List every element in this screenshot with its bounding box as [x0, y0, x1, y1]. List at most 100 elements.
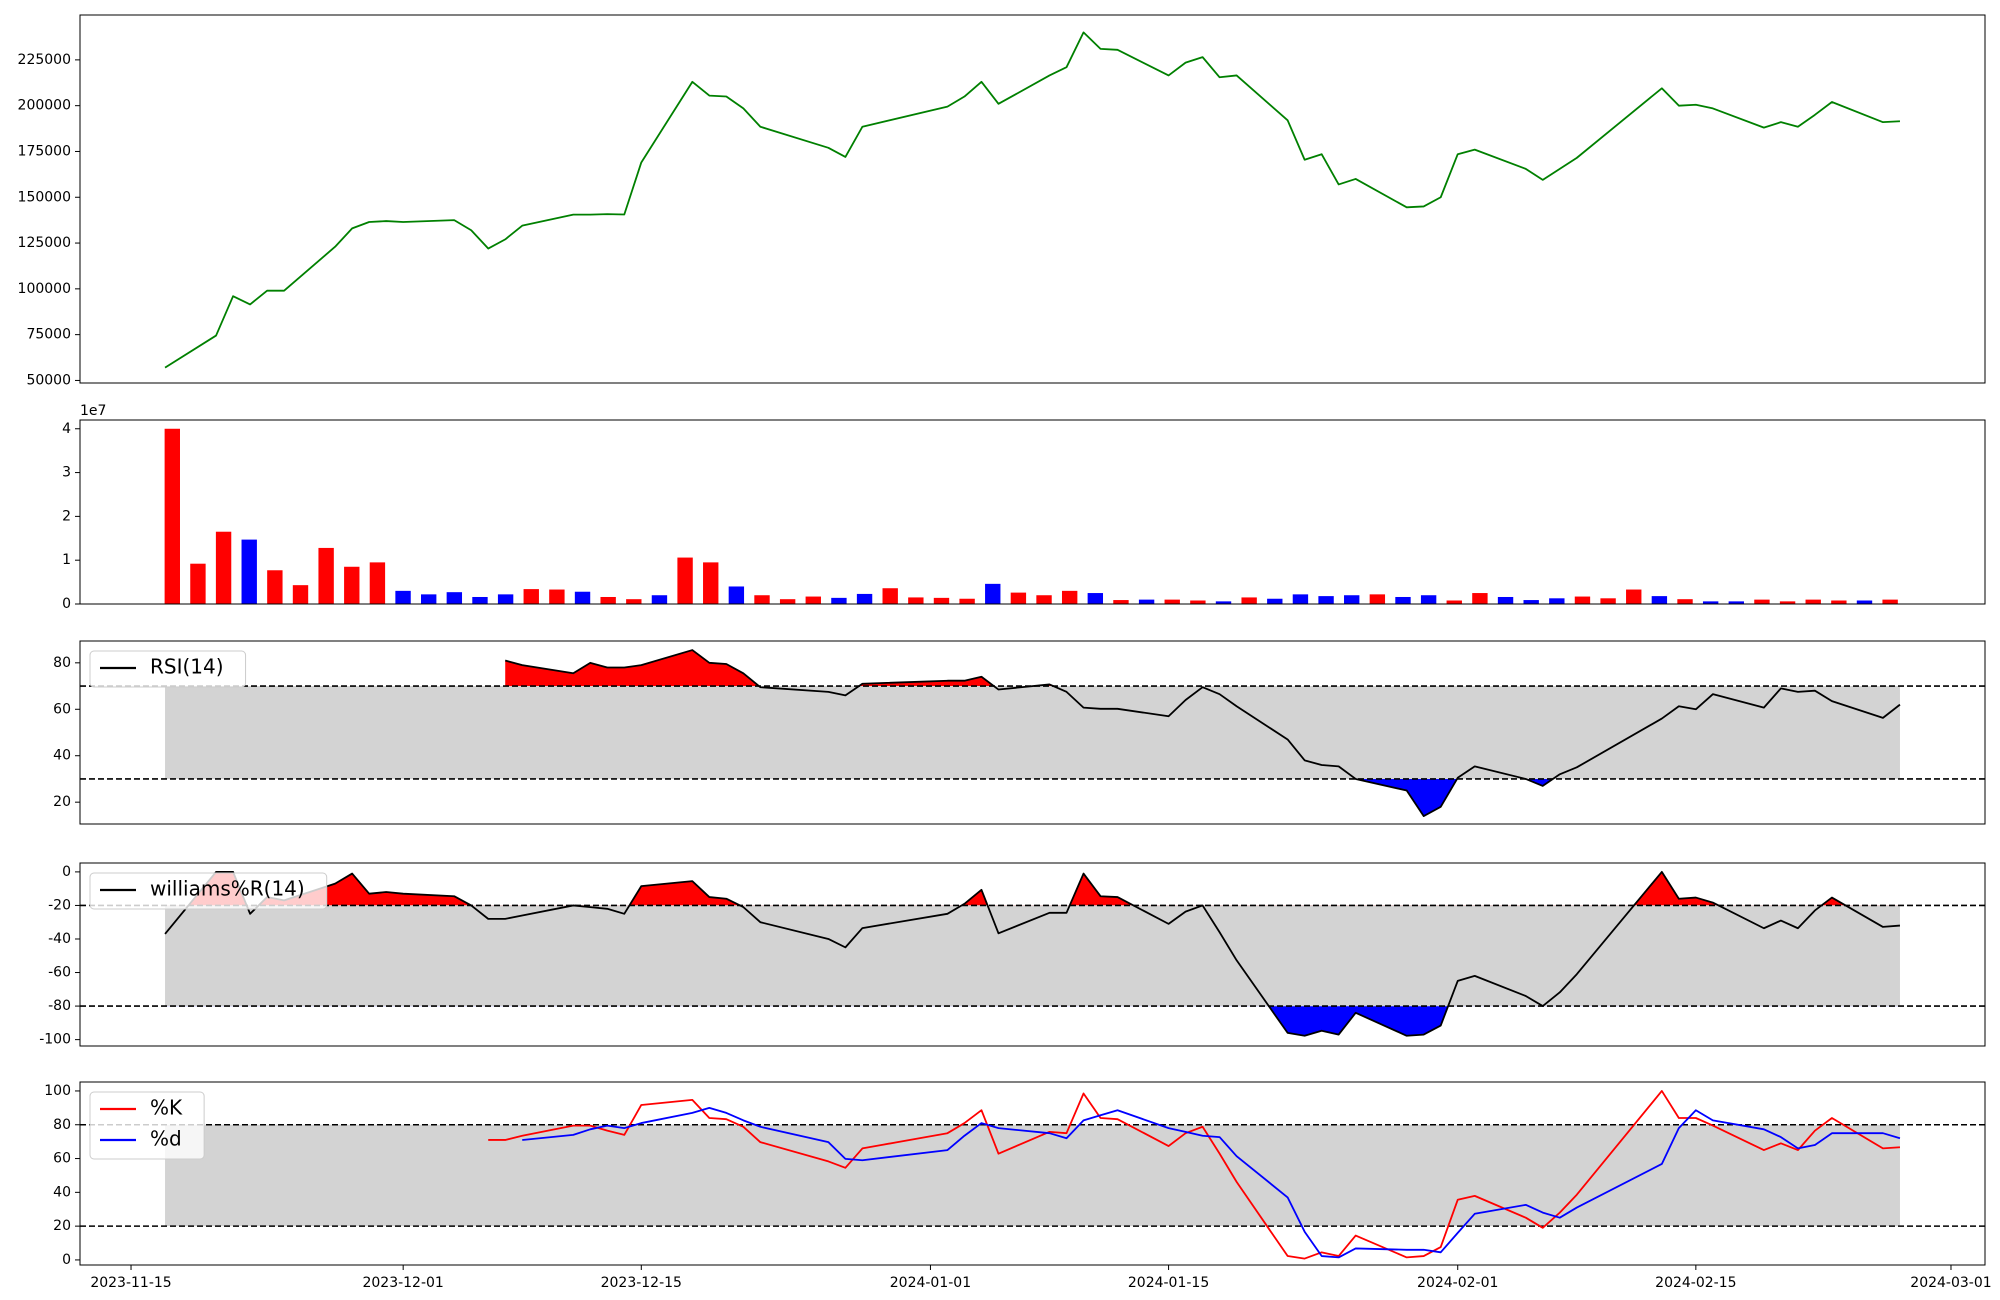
axes-frame: [79, 419, 1986, 605]
volume-bar: [728, 586, 745, 604]
volume-bar: [1010, 592, 1027, 604]
y-tick-label: 40: [53, 1184, 71, 1200]
volume-bar: [1138, 599, 1155, 604]
volume-bar: [985, 583, 1001, 604]
volume-bar: [1369, 594, 1386, 604]
y-tick-label: -100: [39, 1032, 71, 1048]
volume-bar: [344, 566, 360, 604]
y-tick-label: 40: [53, 748, 71, 764]
y-tick-label: -60: [48, 965, 71, 981]
series-line: [488, 1090, 1901, 1260]
volume-bar: [779, 599, 796, 604]
volume-bar: [856, 593, 873, 604]
series-line: [164, 31, 1901, 369]
y-tick-label: -20: [48, 897, 71, 913]
volume-bar: [1344, 595, 1360, 604]
volume-bar: [1164, 599, 1180, 604]
volume-bar: [1651, 596, 1668, 604]
y-tick-label: 2: [62, 508, 71, 524]
volume-bar: [1241, 597, 1257, 604]
offset-label: 1e7: [80, 403, 106, 419]
volume-bar: [472, 596, 488, 604]
volume-bar: [600, 596, 616, 604]
volume-bar: [1574, 596, 1591, 604]
volume-bar: [1626, 589, 1642, 604]
y-tick-label: 80: [53, 655, 71, 671]
volume-bar: [1856, 600, 1873, 604]
legend: RSI(14): [89, 650, 247, 688]
volume-bar: [190, 563, 206, 604]
volume-bar: [959, 598, 975, 604]
y-tick-label: 75000: [26, 327, 71, 343]
legend-label: %K: [150, 1096, 183, 1120]
axes-frame: [79, 640, 1986, 825]
volume-bar: [1395, 596, 1411, 604]
volume-bar: [677, 557, 693, 604]
legend: %K %d: [89, 1091, 205, 1160]
volume-bar: [882, 588, 898, 604]
y-tick-label: 0: [62, 596, 71, 612]
y-tick-label: 20: [53, 1218, 71, 1234]
y-tick-label: 100: [44, 1083, 71, 1099]
legend-label: RSI(14): [150, 655, 224, 679]
y-tick-label: 60: [53, 701, 71, 717]
volume-bar: [1446, 600, 1462, 604]
volume-bar: [1549, 598, 1565, 604]
volume-bar: [1036, 595, 1052, 604]
y-tick-label: 20: [53, 794, 71, 810]
x-tick-label: 2023-12-15: [601, 1275, 682, 1291]
volume-bar: [651, 595, 668, 604]
legend-label: williams%R(14): [150, 877, 305, 901]
series-line: [504, 649, 1901, 818]
volume-bar: [1600, 598, 1616, 604]
volume-bar: [523, 589, 539, 604]
volume-bar: [1113, 600, 1129, 604]
y-tick-label: -80: [48, 998, 71, 1014]
volume-bar: [446, 592, 463, 604]
volume-bar: [1831, 600, 1847, 604]
legend: williams%R(14): [89, 872, 328, 910]
volume-bar: [421, 594, 437, 604]
volume-bar: [369, 562, 386, 604]
x-tick-label: 2024-01-15: [1128, 1275, 1209, 1291]
volume-bar: [703, 562, 719, 604]
volume-bar: [1702, 601, 1719, 604]
x-tick-label: 2023-11-15: [90, 1275, 171, 1291]
y-tick-label: 175000: [18, 143, 71, 159]
y-tick-label: 0: [62, 864, 71, 880]
volume-bar: [754, 595, 770, 604]
volume-bar: [933, 597, 950, 604]
overbought-fill: [505, 650, 1900, 687]
volume-bar: [1523, 600, 1539, 604]
volume-bar: [1677, 599, 1693, 604]
neutral-band: [165, 1124, 1900, 1227]
volume-bar: [497, 594, 514, 604]
volume-bar: [1087, 593, 1104, 604]
x-tick-label: 2023-12-01: [362, 1275, 443, 1291]
neutral-band: [165, 686, 1900, 779]
volume-bar: [1472, 593, 1488, 604]
volume-bar: [574, 591, 591, 604]
volume-bar: [1497, 596, 1514, 604]
axes-frame: [79, 14, 1986, 384]
y-tick-label: 80: [53, 1117, 71, 1133]
volume-bar: [1420, 595, 1437, 604]
volume-bar: [1267, 598, 1283, 604]
y-tick-label: 60: [53, 1151, 71, 1167]
y-tick-label: 200000: [18, 98, 71, 114]
volume-bar: [908, 597, 924, 604]
volume-bar: [1061, 590, 1078, 604]
legend-box: [89, 872, 328, 910]
y-tick-label: 4: [62, 421, 71, 437]
volume-bar: [241, 539, 257, 604]
volume-bar: [1215, 601, 1232, 604]
axes-frame: [79, 1081, 1986, 1266]
series-line: [164, 870, 1901, 1037]
volume-bar: [292, 585, 309, 604]
x-tick-label: 2024-01-01: [890, 1275, 971, 1291]
volume-bar: [1190, 600, 1206, 604]
y-tick-label: 1: [62, 552, 71, 568]
volume-bar: [164, 428, 180, 604]
